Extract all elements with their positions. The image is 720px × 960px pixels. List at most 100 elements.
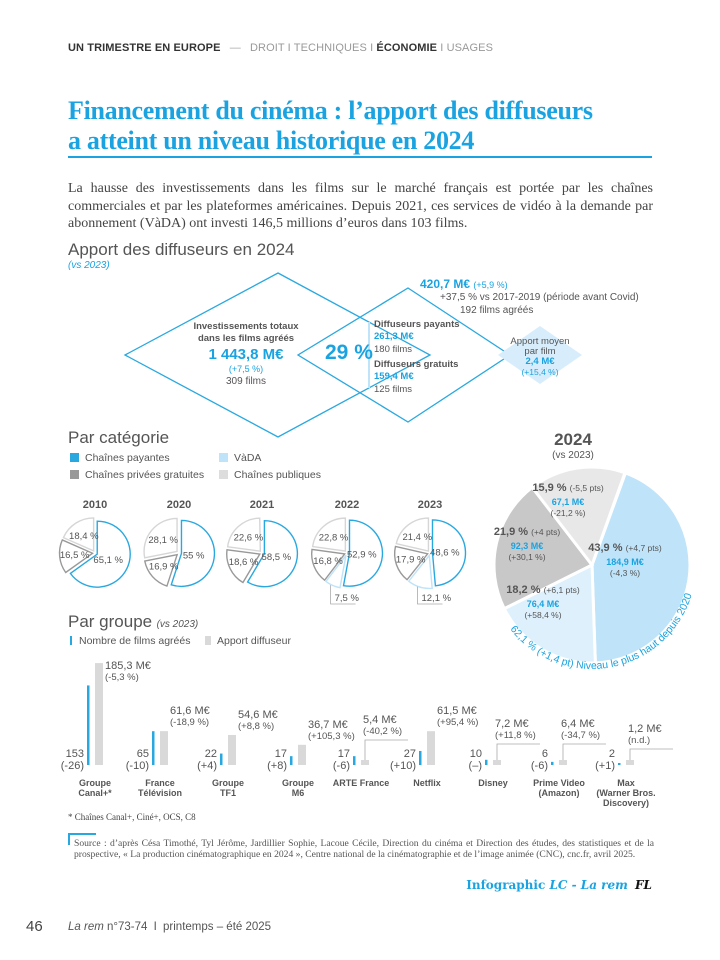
bar-leader-line <box>496 743 540 760</box>
slice-pts: (+4,7 pts) <box>625 543 662 553</box>
group-name-line: Groupe <box>281 778 315 788</box>
slice-pct: 43,9 % <box>588 542 623 554</box>
pie-slice-publiques <box>311 517 347 552</box>
total-change: (+7,5 %) <box>228 364 264 374</box>
legend-swatch <box>70 470 79 479</box>
group-name-line: Prime Video <box>533 778 585 788</box>
total-label-line2: dans les films agréés <box>197 333 295 344</box>
legend-label: Chaînes publiques <box>234 469 321 481</box>
slice-change: (+58,4 %) <box>524 610 562 620</box>
apport-value: 61,6 M€ <box>170 705 210 718</box>
slice-change: (-4,3 %) <box>609 568 641 578</box>
pie-slice-label: 55 % <box>183 550 205 561</box>
pie-slice-label: 58,5 % <box>262 552 292 563</box>
title-line-1: Financement du cinéma : l’apport des dif… <box>68 96 593 125</box>
gratuits-value: 159,4 M€ <box>374 371 414 382</box>
pie-slice-label: 16,5 % <box>60 550 90 561</box>
apport-label: 5,4 M€ (-40,2 %) <box>363 714 402 738</box>
pie-slice-publiques <box>62 517 95 552</box>
moyen-value: 2,4 M€ <box>525 356 555 367</box>
title-line-2: a atteint un niveau historique en 2024 <box>68 126 475 155</box>
apport-label: 36,7 M€ (+105,3 %) <box>308 719 355 743</box>
diffuseurs-total: 420,7 M€ (+5,9 %) <box>420 277 508 291</box>
infographic-credit: Infographic LC - La rem FL <box>466 878 652 892</box>
gratuits-films: 125 films <box>374 384 413 395</box>
bar-apport <box>559 760 567 765</box>
pie-leader-line <box>330 585 356 605</box>
bar-films <box>87 685 90 765</box>
slice-pts: (+6,1 pts) <box>543 585 580 595</box>
pie-year-label: 2010 <box>83 499 107 511</box>
slice-pct: 18,2 % <box>506 584 541 596</box>
pie-2024-slice-payantes <box>590 470 692 665</box>
apport-change: (-5,3 %) <box>105 672 139 683</box>
pie-slice-label: 52,9 % <box>347 549 377 560</box>
slice-pts: (-5,5 pts) <box>569 483 604 493</box>
group-name: France Télévision <box>138 778 182 798</box>
films-count-label: 17 (-6) <box>333 748 350 772</box>
apport-value: 61,5 M€ <box>437 705 477 718</box>
nav-techniques[interactable]: TECHNIQUES <box>293 42 367 54</box>
slice-amount: 184,9 M€ <box>606 557 644 567</box>
diffuseurs-change: (+5,9 %) <box>473 280 508 290</box>
films-count-label: 2 (+1) <box>595 748 615 772</box>
gratuits-label: Diffuseurs gratuits <box>374 359 459 370</box>
apport-change: (+105,3 %) <box>308 730 355 742</box>
group-name-line: Discovery) <box>602 798 650 808</box>
apport-change: (-40,2 %) <box>363 726 403 737</box>
legend-swatch <box>219 453 228 462</box>
payants-films: 180 films <box>374 344 413 355</box>
slice-gratuites-label: 21,9 % (+4 pts) 92,3 M€ (+30,1 %) <box>494 527 560 563</box>
moyen-label1: Apport moyen <box>510 336 570 347</box>
total-films: 309 films <box>225 376 267 387</box>
categorie-heading: Par catégorie <box>68 428 170 447</box>
pie-slice-label: 65,1 % <box>93 555 123 566</box>
slice-change: (+30,1 %) <box>508 552 546 562</box>
films-count-change: (-6) <box>332 760 350 772</box>
pie-slice-label: 16,9 % <box>149 562 179 573</box>
group-name: Groupe M6 <box>282 778 314 798</box>
group-name-line: (Amazon) <box>538 788 580 798</box>
total-label: Investissements totaux dans les films ag… <box>193 321 298 345</box>
slice-payantes-label: 43,9 % (+4,7 pts) 184,9 M€ (-4,3 %) <box>588 543 661 579</box>
groupe-subtitle: (vs 2023) <box>156 619 199 630</box>
nav-usages[interactable]: USAGES <box>446 42 494 54</box>
legend-swatch <box>219 470 228 479</box>
nav-section: UN TRIMESTRE EN EUROPE <box>68 42 221 54</box>
pie-slice-publiques <box>143 517 178 559</box>
pie-slice-label: 18,6 % <box>229 557 259 568</box>
pie-slice-payantes <box>69 520 131 588</box>
films-count-change: (-10) <box>125 760 149 772</box>
slice-pts: (+4 pts) <box>531 527 561 537</box>
nav-economie[interactable]: ÉCONOMIE <box>376 42 438 54</box>
films-count-change: (-6) <box>530 760 548 772</box>
bar-films <box>551 761 554 765</box>
bar-apport <box>427 731 435 765</box>
pie-slice-label: 16,8 % <box>313 556 343 567</box>
pie-2010: 2010 65,1 %16,5 % 18,4 % <box>58 499 131 588</box>
nav-droit[interactable]: DROIT <box>249 42 285 54</box>
payants-block: Diffuseurs payants 261,3 M€ 180 films Di… <box>374 319 460 396</box>
bar-films <box>152 731 155 765</box>
apport-value: 185,3 M€ <box>105 660 151 672</box>
source-note: Source : d’après Césa Timothé, Tyl Jérôm… <box>74 838 654 860</box>
pie-slice-gratuites <box>226 548 261 584</box>
films-count-change: (+8) <box>267 760 287 772</box>
diffuseurs-value: 420,7 M€ <box>420 277 471 291</box>
films-count: 22 <box>204 748 217 760</box>
nav-separator: I <box>287 42 291 54</box>
group-name: Disney <box>478 778 508 788</box>
pie-slice-gratuites <box>58 539 94 574</box>
pie-slice-gratuites <box>393 545 429 581</box>
slice-amount: 92,3 M€ <box>510 541 544 551</box>
pie-slice-label: 12,1 % <box>421 593 451 604</box>
group-name-line: Netflix <box>413 778 441 788</box>
slice-vada-label: 18,2 % (+6,1 pts) 76,4 M€ (+58,4 %) <box>506 585 579 621</box>
films-count-change: (–) <box>468 760 482 772</box>
apport-change: (+11,8 %) <box>495 730 536 741</box>
films-count-label: 22 (+4) <box>197 748 217 772</box>
legend-payantes: Chaînes payantes <box>70 452 170 464</box>
page-number: 46 <box>26 918 43 935</box>
bar-apport <box>160 731 168 765</box>
